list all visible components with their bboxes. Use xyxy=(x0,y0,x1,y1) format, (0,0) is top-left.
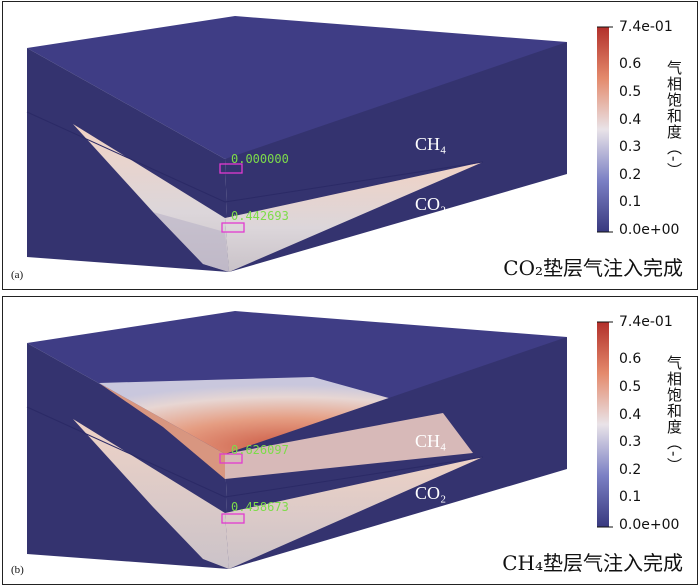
colorbar-tick: 0.1 xyxy=(619,194,642,210)
colorbar-tick: 0.2 xyxy=(619,167,642,183)
co2-plume-right xyxy=(225,457,483,569)
reservoir-3d-model xyxy=(26,16,613,272)
reservoir-3d-model xyxy=(26,311,613,569)
co2-plume-right xyxy=(225,162,483,272)
probe-value-upper: 0.626097 xyxy=(231,443,289,457)
colorbar-tick: 0.3 xyxy=(619,434,642,450)
label-co2: CO₂ xyxy=(415,483,447,503)
colorbar-tick: 7.4e-01 xyxy=(619,314,673,330)
colorbar-title: 气相饱和度（-） xyxy=(665,60,683,179)
probe-marker-upper xyxy=(219,163,243,174)
colorbar-tick: 7.4e-01 xyxy=(619,19,673,35)
panel-a: CH₄ CO₂ 0.000000 0.442693 7.4e-01 0.6 0.… xyxy=(2,1,698,290)
colorbar-tick: 0.6 xyxy=(619,56,642,72)
probe-value-lower: 0.458673 xyxy=(231,500,289,514)
panel-caption: CO₂垫层气注入完成 xyxy=(503,256,683,280)
ch4-plume-top xyxy=(99,377,443,454)
colorbar-title: 气相饱和度（-） xyxy=(665,355,683,474)
colorbar xyxy=(597,322,609,527)
colorbar-tick: 0.4 xyxy=(619,112,642,128)
panel-caption: CH₄垫层气注入完成 xyxy=(502,551,683,575)
plume-shadow xyxy=(153,212,229,272)
panel-letter: (b) xyxy=(11,564,24,576)
probe-marker-lower xyxy=(221,513,245,524)
probe-marker-upper xyxy=(219,453,243,464)
label-co2: CO₂ xyxy=(415,194,447,214)
colorbar-tick: 0.0e+00 xyxy=(619,222,680,238)
colorbar-tick: 0.4 xyxy=(619,407,642,423)
top-face xyxy=(27,16,567,159)
ch4-plume-right xyxy=(225,413,473,479)
colorbar-tick: 0.0e+00 xyxy=(619,517,680,533)
panel-letter: (a) xyxy=(11,269,24,281)
probe-value-upper: 0.000000 xyxy=(231,152,289,166)
colorbar-tick: 0.6 xyxy=(619,351,642,367)
colorbar-tick: 0.2 xyxy=(619,462,642,478)
panel-b: CH₄ CO₂ 0.626097 0.458673 7.4e-01 0.6 0.… xyxy=(2,296,698,585)
colorbar-tick: 0.1 xyxy=(619,489,642,505)
label-ch4: CH₄ xyxy=(415,431,447,451)
probe-marker-lower xyxy=(221,222,245,233)
colorbar-tick: 0.5 xyxy=(619,84,642,100)
colorbar-tick: 0.5 xyxy=(619,379,642,395)
colorbar-tick: 0.3 xyxy=(619,139,642,155)
label-ch4: CH₄ xyxy=(415,134,447,154)
probe-value-lower: 0.442693 xyxy=(231,209,289,223)
co2-plume-front xyxy=(73,419,229,569)
colorbar xyxy=(597,27,609,232)
